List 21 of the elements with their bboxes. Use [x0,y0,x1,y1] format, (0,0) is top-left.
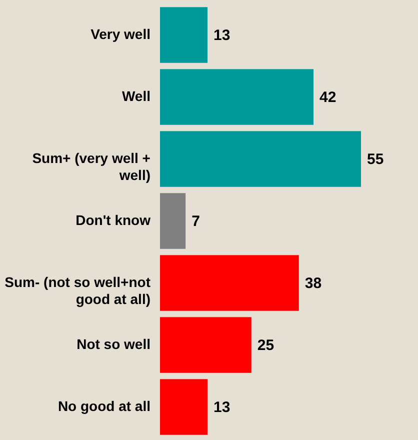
data-label: 13 [214,27,230,44]
y-tick-label: Well [122,88,150,104]
y-tick-label: Sum+ (very well + well) [32,150,150,183]
y-tick-label: Very well [90,26,150,42]
data-label: 38 [304,275,322,292]
y-tick-label: Not so well [76,336,150,352]
data-label: 7 [192,213,200,230]
data-label: 42 [319,89,336,106]
y-tick-label: Don't know [76,212,151,228]
bar [160,7,208,63]
data-label: 13 [214,399,230,416]
y-tick-label: No good at all [58,398,150,414]
bar [160,69,314,125]
bar [160,379,208,435]
y-tick-label: Sum- (not so well+not good at all) [4,274,151,307]
bar [160,255,299,311]
bar [160,193,186,249]
data-label: 55 [367,151,384,168]
data-label: 25 [257,337,274,354]
bar [160,131,361,187]
bar [160,317,252,373]
